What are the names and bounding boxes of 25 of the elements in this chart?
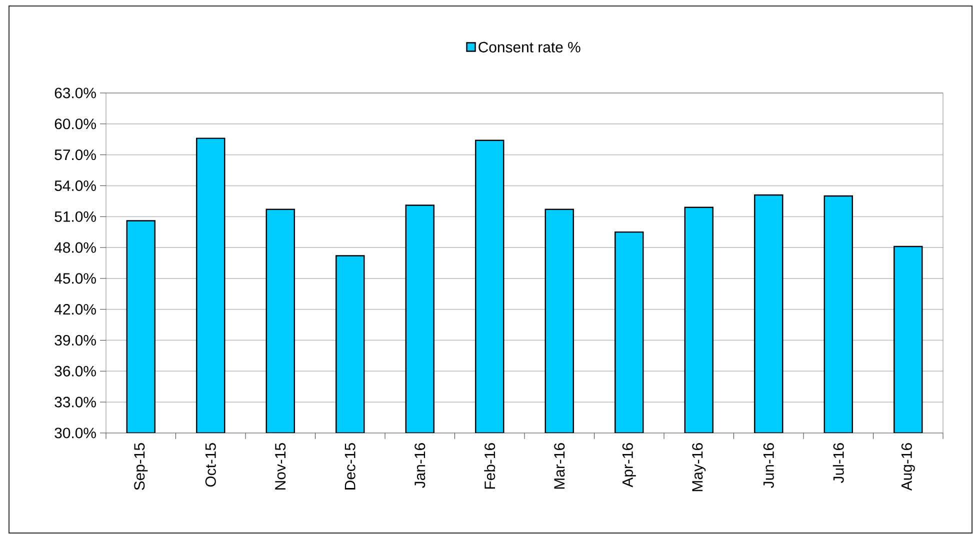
y-tick-label: 45.0% xyxy=(54,273,96,284)
x-tick-label: Jul-16 xyxy=(832,443,844,483)
y-tick-label: 51.0% xyxy=(54,211,96,222)
x-tick-label: Dec-15 xyxy=(344,443,356,490)
x-tick-label: Jan-16 xyxy=(414,443,426,488)
x-tick-label: Nov-15 xyxy=(275,443,286,490)
y-tick-label: 57.0% xyxy=(54,150,96,160)
x-tick-label: Mar-16 xyxy=(554,443,565,489)
x-tick-label: May-16 xyxy=(692,443,706,492)
x-tick-label: Apr-16 xyxy=(622,443,636,488)
y-tick-label: 42.0% xyxy=(54,304,96,315)
y-tick-label: 54.0% xyxy=(54,180,96,191)
y-tick-label: 39.0% xyxy=(54,334,96,346)
y-tick-label: 60.0% xyxy=(54,118,96,130)
y-tick-label: 63.0% xyxy=(54,88,96,98)
legend-label: Consent rate % xyxy=(478,42,580,52)
y-tick-label: 30.0% xyxy=(54,428,96,438)
x-tick-label: Sep-15 xyxy=(134,443,148,490)
y-tick-label: 33.0% xyxy=(54,396,96,408)
y-tick-label: 36.0% xyxy=(54,366,96,376)
x-tick-label: Aug-16 xyxy=(901,443,915,491)
x-tick-label: Jun-16 xyxy=(763,443,774,488)
y-tick-label: 48.0% xyxy=(54,242,96,253)
x-tick-label: Feb-16 xyxy=(484,443,496,489)
x-tick-label: Oct-15 xyxy=(205,443,216,487)
